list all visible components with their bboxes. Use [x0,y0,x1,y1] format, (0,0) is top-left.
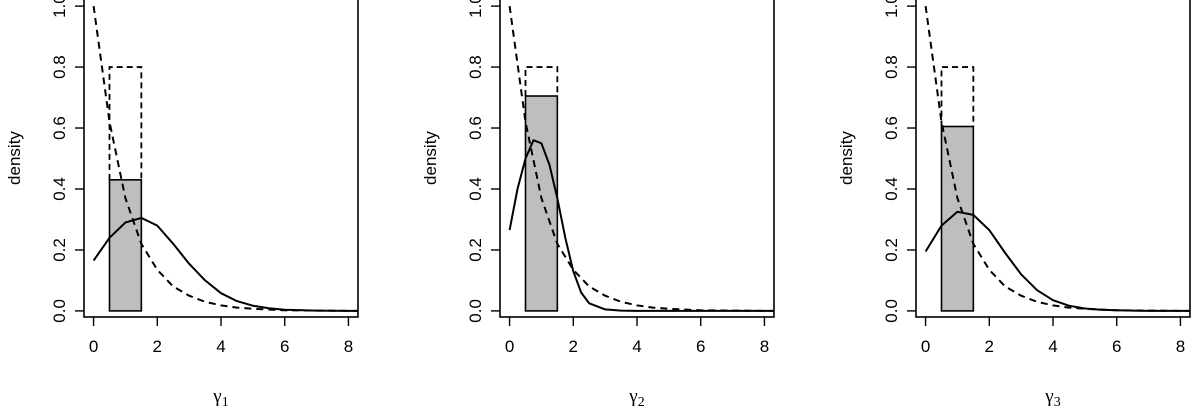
y-axis-label: density [837,131,856,185]
x-axis-label: γ2 [628,386,644,408]
x-tick-label: 0 [89,337,98,356]
y-tick-label: 0.2 [882,238,901,262]
y-tick-label: 0.6 [466,116,485,140]
y-tick-label: 0.2 [466,238,485,262]
y-tick-label: 0.8 [50,55,69,79]
y-tick-label: 1.0 [466,0,485,18]
x-axis-label: γ3 [1044,386,1060,408]
y-tick-label: 0.0 [882,299,901,323]
x-tick-label: 6 [696,337,705,356]
y-tick-label: 0.8 [466,55,485,79]
x-tick-label: 8 [1176,337,1185,356]
prior-box-outline [108,66,143,180]
prior-box-outline [524,66,559,97]
x-tick-label: 2 [153,337,162,356]
x-tick-label: 8 [344,337,353,356]
x-tick-label: 4 [632,337,641,356]
x-tick-label: 8 [760,337,769,356]
posterior-bar [940,125,975,312]
x-tick-label: 4 [216,337,225,356]
y-axis-label: density [5,131,24,185]
x-tick-label: 4 [1048,337,1057,356]
x-tick-label: 6 [1112,337,1121,356]
y-tick-label: 0.4 [882,177,901,201]
x-axis-label: γ1 [212,386,228,408]
y-tick-label: 1.0 [882,0,901,18]
chart-svg-1: 0 2 4 6 8 0.0 0.2 0.4 0.6 0.8 1.0 density γ1 [5,0,359,408]
y-tick-label: 0.4 [466,177,485,201]
chart-svg-2: 0 2 4 6 8 0.0 0.2 0.4 0.6 0.8 1.0 density γ2 [421,0,775,408]
posterior-bar [524,95,559,312]
y-tick-label: 0.0 [50,299,69,323]
chart-panel-3: 0 2 4 6 8 0.0 0.2 0.4 0.6 0.8 1.0 density γ3 [832,0,1192,408]
y-tick-label: 0.6 [882,116,901,140]
chart-panel-1: 0 2 4 6 8 0.0 0.2 0.4 0.6 0.8 1.0 density γ1 [0,0,397,408]
y-axis-label: density [421,131,440,185]
posterior-bar [108,179,143,312]
y-tick-label: 0.2 [50,238,69,262]
x-tick-label: 2 [985,337,994,356]
prior-box-outline [940,66,975,127]
x-tick-label: 0 [921,337,930,356]
chart-panel-2: 0 2 4 6 8 0.0 0.2 0.4 0.6 0.8 1.0 density γ2 [416,0,813,408]
y-tick-label: 0.0 [466,299,485,323]
posterior-density-curve [508,139,774,312]
y-tick-label: 0.4 [50,177,69,201]
x-tick-label: 0 [505,337,514,356]
x-tick-label: 2 [569,337,578,356]
x-tick-label: 6 [280,337,289,356]
y-tick-label: 0.8 [882,55,901,79]
y-tick-label: 1.0 [50,0,69,18]
chart-svg-3: 0 2 4 6 8 0.0 0.2 0.4 0.6 0.8 1.0 density γ3 [837,0,1191,408]
y-tick-label: 0.6 [50,116,69,140]
